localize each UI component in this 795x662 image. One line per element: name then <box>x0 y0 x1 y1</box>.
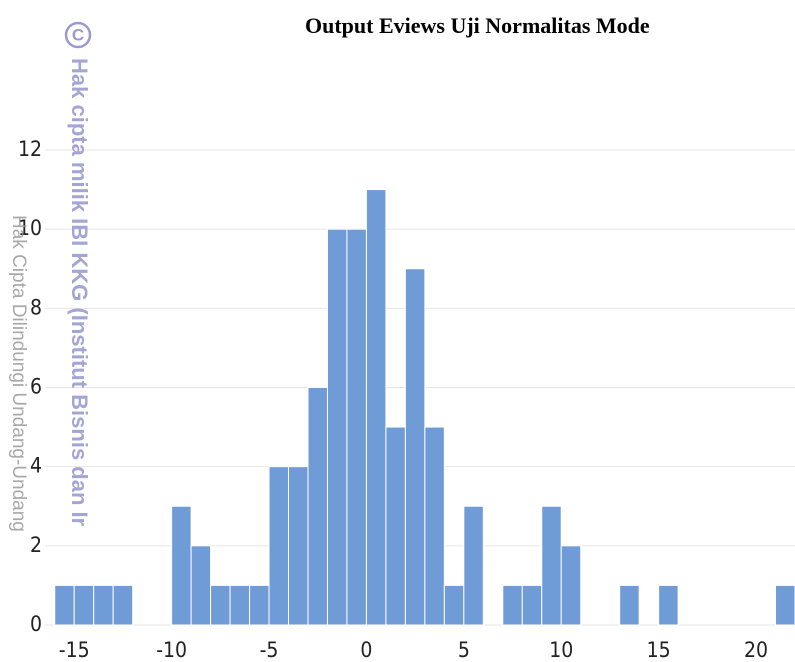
bar <box>560 545 582 626</box>
y-tick-label: 12 <box>18 137 42 161</box>
bar <box>521 584 543 626</box>
bar <box>54 584 75 626</box>
bar <box>775 584 795 626</box>
x-tick-label: -10 <box>156 638 187 662</box>
bar <box>171 505 192 626</box>
bar <box>502 584 523 626</box>
x-tick-label: -15 <box>59 638 90 662</box>
bar <box>288 466 309 626</box>
bar <box>424 426 445 626</box>
y-tick-label: 6 <box>30 375 42 399</box>
bar <box>619 584 640 626</box>
bar <box>365 189 387 626</box>
bar <box>658 584 679 626</box>
watermark-text: Hak Cipta Dilindungi Undang-Undang <box>8 215 29 532</box>
y-tick-label: 0 <box>30 612 42 636</box>
bar <box>93 584 114 626</box>
x-tick-label: 20 <box>744 638 768 662</box>
bar <box>404 268 426 626</box>
y-tick-label: 4 <box>30 454 42 478</box>
y-tick-label: 10 <box>18 216 42 240</box>
bar <box>326 228 348 626</box>
bar <box>112 584 134 626</box>
plot-area <box>45 149 795 626</box>
bar <box>307 387 328 626</box>
x-tick-label: -5 <box>260 638 279 662</box>
bar <box>541 505 562 626</box>
y-tick-label: 2 <box>30 533 42 557</box>
x-tick-label: 15 <box>647 638 671 662</box>
bar <box>249 584 270 626</box>
bar <box>463 505 484 626</box>
watermark-text: Hak cipta milik IBI KKG (Institut Bisnis… <box>67 58 92 527</box>
bar <box>190 545 212 626</box>
bar <box>210 584 231 626</box>
bar <box>346 228 367 626</box>
bar <box>268 466 290 626</box>
bar <box>385 426 406 626</box>
bar <box>229 584 251 626</box>
watermark-circle <box>64 21 92 49</box>
x-tick-label: 5 <box>458 638 470 662</box>
watermark-symbol: C <box>72 25 84 44</box>
bar <box>443 584 465 626</box>
chart-title: Output Eviews Uji Normalitas Mode <box>305 13 650 38</box>
bar <box>73 584 95 626</box>
y-tick-label: 8 <box>30 295 42 319</box>
x-tick-label: 0 <box>360 638 372 662</box>
x-tick-label: 10 <box>549 638 573 662</box>
